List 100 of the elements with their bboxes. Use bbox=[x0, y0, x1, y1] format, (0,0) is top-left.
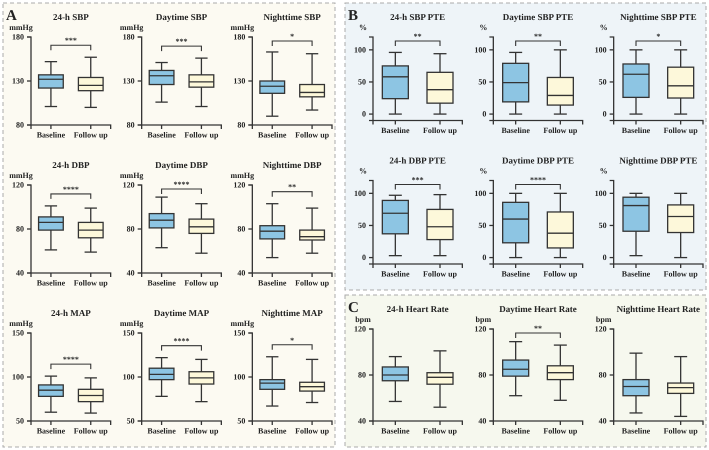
y-tick-label: 120 bbox=[122, 180, 135, 190]
annotation: **** bbox=[62, 355, 79, 364]
x-tick-label: Baseline bbox=[147, 426, 176, 436]
y-tick-label: 130 bbox=[12, 76, 24, 86]
y-tick-label: 150 bbox=[233, 328, 246, 338]
y-axis-title: mmHg bbox=[230, 171, 254, 180]
x-tick-label: Baseline bbox=[622, 270, 651, 279]
annotation: **** bbox=[174, 336, 190, 346]
annotation: *** bbox=[412, 176, 424, 184]
y-tick-label: 0 bbox=[602, 253, 607, 262]
y-tick-label: 0 bbox=[482, 253, 486, 262]
y-tick-label: 50 bbox=[237, 416, 246, 426]
y-tick-label: 0 bbox=[482, 110, 486, 119]
chart-title: Daytime Heart Rate bbox=[499, 304, 577, 314]
x-tick-label: Baseline bbox=[36, 426, 66, 436]
y-tick-label: 100 bbox=[594, 45, 607, 54]
y-tick-label: 180 bbox=[122, 32, 135, 42]
x-tick-label: Follow up bbox=[664, 426, 698, 436]
y-tick-label: 150 bbox=[122, 328, 135, 338]
chart-title: Nighttime DBP bbox=[262, 160, 322, 170]
y-tick-label: 0 bbox=[362, 110, 366, 119]
y-axis-title: % bbox=[600, 166, 608, 176]
chart-title: Daytime DBP PTE bbox=[502, 156, 574, 166]
y-tick-label: 130 bbox=[233, 76, 246, 86]
y-tick-label: 80 bbox=[237, 120, 246, 130]
x-tick-label: Follow up bbox=[543, 426, 578, 436]
y-tick-label: 40 bbox=[478, 416, 486, 426]
y-tick-label: 100 bbox=[122, 372, 135, 382]
y-tick-label: 0 bbox=[602, 110, 607, 119]
y-tick-label: 120 bbox=[354, 324, 366, 334]
y-tick-label: 180 bbox=[233, 32, 246, 42]
x-tick-label: Follow up bbox=[295, 426, 330, 436]
chart-title: Nighttime MAP bbox=[262, 308, 324, 318]
y-tick-label: 80 bbox=[126, 120, 135, 130]
y-axis-title: % bbox=[479, 166, 488, 176]
y-tick-label: 80 bbox=[16, 224, 24, 234]
chart-title: Nighttime SBP bbox=[264, 12, 322, 22]
y-tick-label: 80 bbox=[598, 370, 607, 380]
x-tick-label: Follow up bbox=[422, 126, 458, 136]
annotation: ** bbox=[534, 324, 542, 333]
chart-title: Nighttime Heart Rate bbox=[616, 304, 700, 314]
y-tick-label: 40 bbox=[16, 268, 24, 278]
y-tick-label: 50 bbox=[478, 221, 486, 230]
chart-title: Daytime SBP bbox=[156, 12, 208, 22]
chart-title: Daytime MAP bbox=[154, 308, 210, 318]
x-tick-label: Follow up bbox=[543, 270, 578, 279]
chart-title: Daytime SBP PTE bbox=[502, 12, 574, 22]
chart-title: Nighttime DBP PTE bbox=[619, 156, 698, 166]
x-tick-label: Baseline bbox=[258, 426, 287, 436]
x-tick-label: Follow up bbox=[184, 426, 219, 436]
y-axis-title: mmHg bbox=[230, 319, 254, 328]
y-tick-label: 80 bbox=[16, 120, 24, 130]
y-axis-title: mmHg bbox=[120, 319, 144, 328]
x-tick-label: Baseline bbox=[36, 130, 66, 140]
chart-title: 24-h SBP PTE bbox=[390, 12, 446, 22]
x-tick-label: Follow up bbox=[74, 278, 108, 288]
chart-title: Daytime DBP bbox=[155, 160, 208, 170]
x-tick-label: Baseline bbox=[258, 130, 287, 140]
y-tick-label: 150 bbox=[12, 328, 24, 338]
y-tick-label: 120 bbox=[594, 324, 607, 334]
y-tick-label: 40 bbox=[598, 416, 607, 426]
y-axis-title: mmHg bbox=[120, 171, 144, 180]
y-tick-label: 100 bbox=[474, 45, 486, 54]
x-tick-label: Baseline bbox=[622, 126, 651, 136]
y-tick-label: 180 bbox=[12, 32, 24, 42]
annotation: **** bbox=[174, 180, 190, 189]
x-tick-label: Follow up bbox=[74, 426, 108, 436]
y-tick-label: 50 bbox=[598, 78, 607, 87]
y-tick-label: 100 bbox=[12, 372, 24, 382]
y-tick-label: 80 bbox=[478, 370, 486, 380]
x-tick-label: Follow up bbox=[74, 130, 108, 140]
y-tick-label: 80 bbox=[237, 224, 246, 234]
y-tick-label: 130 bbox=[122, 76, 135, 86]
y-axis-title: bpm bbox=[596, 315, 612, 324]
chart-title: 24-h DBP bbox=[52, 160, 90, 170]
x-tick-label: Baseline bbox=[36, 278, 66, 288]
y-tick-label: 100 bbox=[354, 45, 366, 54]
annotation: ** bbox=[288, 182, 296, 192]
chart-title: 24-h SBP bbox=[52, 12, 90, 22]
annotation: * bbox=[656, 32, 660, 41]
x-tick-label: Follow up bbox=[184, 278, 219, 288]
x-tick-label: Follow up bbox=[295, 278, 330, 288]
y-tick-label: 40 bbox=[126, 268, 135, 278]
y-tick-label: 50 bbox=[126, 416, 135, 426]
y-axis-title: % bbox=[359, 23, 367, 32]
y-tick-label: 40 bbox=[237, 268, 246, 278]
annotation: * bbox=[290, 336, 294, 345]
y-tick-label: 50 bbox=[478, 78, 486, 87]
y-axis-title: % bbox=[479, 23, 488, 32]
y-tick-label: 100 bbox=[233, 372, 246, 382]
y-tick-label: 120 bbox=[474, 324, 486, 334]
chart-title: 24-h DBP PTE bbox=[389, 156, 446, 166]
y-tick-label: 80 bbox=[126, 224, 135, 234]
y-axis-title: mmHg bbox=[9, 319, 33, 328]
y-tick-label: 50 bbox=[358, 221, 366, 230]
x-tick-label: Baseline bbox=[622, 426, 651, 436]
x-tick-label: Baseline bbox=[147, 130, 176, 140]
y-axis-title: bpm bbox=[355, 315, 372, 324]
x-tick-label: Follow up bbox=[664, 126, 698, 136]
x-tick-label: Follow up bbox=[295, 130, 330, 140]
